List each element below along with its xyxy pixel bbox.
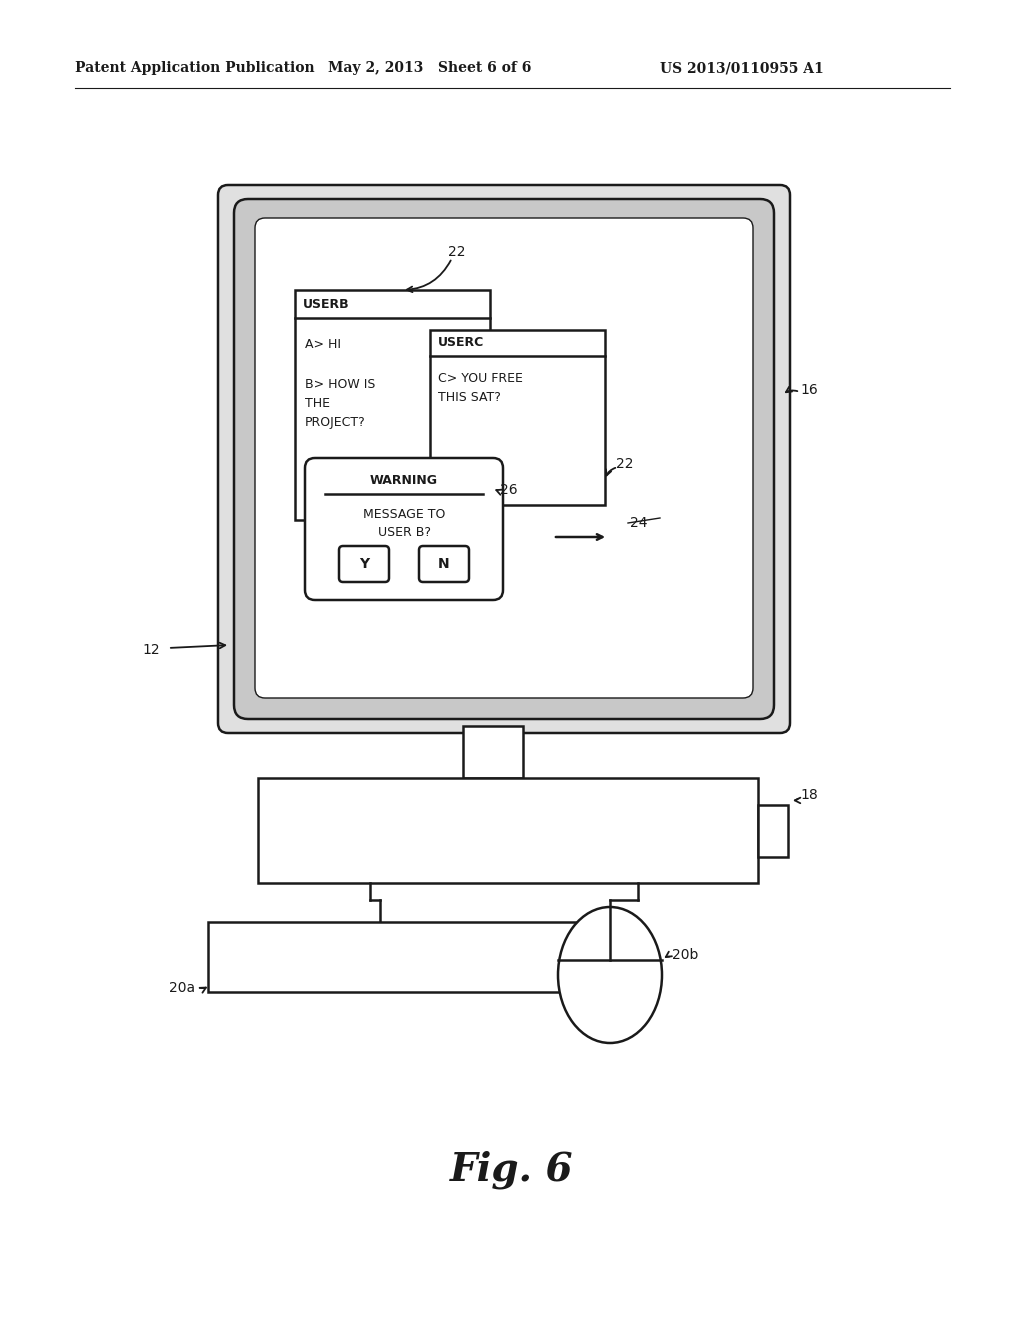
Bar [295,290,490,520]
Text: C> YOU FREE
THIS SAT?: C> YOU FREE THIS SAT? [438,372,523,404]
Text: 20a: 20a [169,981,195,995]
Text: 18: 18 [800,788,818,803]
Ellipse shape [558,907,662,1043]
FancyBboxPatch shape [339,546,389,582]
Text: B> HOW IS
THE
PROJECT?: B> HOW IS THE PROJECT? [305,378,376,429]
Text: 24: 24 [630,516,647,531]
Text: Y: Y [359,557,369,572]
Text: USERB: USERB [303,297,349,310]
Text: May 2, 2013   Sheet 6 of 6: May 2, 2013 Sheet 6 of 6 [329,61,531,75]
Text: Fig. 6: Fig. 6 [451,1151,573,1189]
Text: US 2013/0110955 A1: US 2013/0110955 A1 [660,61,823,75]
Bar [258,777,758,883]
Text: MESSAGE TO
USER B?: MESSAGE TO USER B? [362,508,445,539]
Text: USERC: USERC [438,337,484,350]
Text: WARNING: WARNING [370,474,438,487]
Bar [430,330,605,506]
Text: EED DATA
N SALES: EED DATA N SALES [438,510,500,541]
Bar [463,726,523,777]
FancyBboxPatch shape [305,458,503,601]
Text: 22: 22 [449,246,466,259]
FancyBboxPatch shape [255,218,753,698]
FancyBboxPatch shape [234,199,774,719]
Text: 26: 26 [500,483,517,498]
Text: N: N [438,557,450,572]
Bar [758,804,788,857]
FancyBboxPatch shape [218,185,790,733]
FancyBboxPatch shape [419,546,469,582]
Text: 16: 16 [800,383,818,397]
Bar [208,921,598,993]
Text: 22: 22 [616,457,634,471]
Text: Patent Application Publication: Patent Application Publication [75,61,314,75]
Text: 20b: 20b [672,948,698,962]
Text: A> HI: A> HI [305,338,341,351]
Text: 12: 12 [142,643,160,657]
